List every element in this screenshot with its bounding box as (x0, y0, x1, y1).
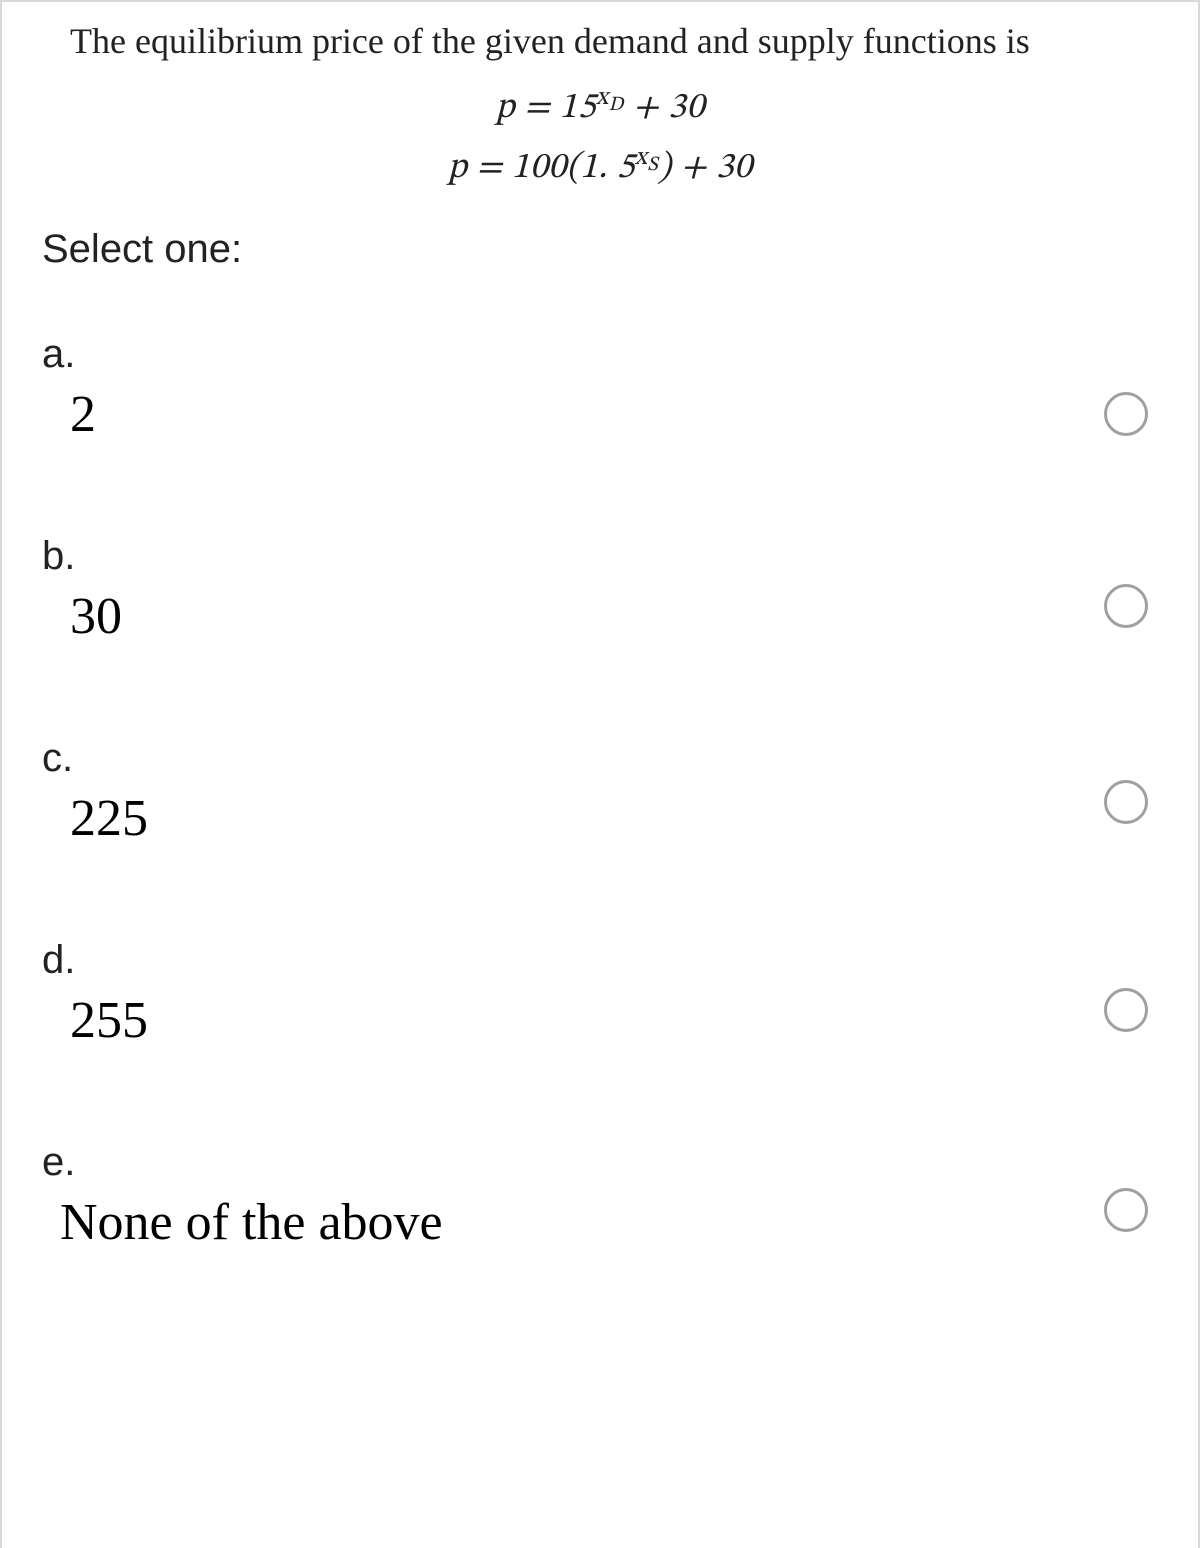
equations-block: p = 15xD + 30 p = 100(1. 5xS) + 30 (42, 78, 1158, 197)
option-letter: d. (42, 938, 1158, 983)
option-letter: e. (42, 1140, 1158, 1185)
option-letter: b. (42, 534, 1158, 579)
option-value: None of the above (60, 1193, 1158, 1252)
equation-demand: p = 15xD + 30 (42, 78, 1158, 138)
radio-icon[interactable] (1104, 1188, 1148, 1232)
question-card: The equilibrium price of the given deman… (0, 0, 1200, 1548)
option-value: 30 (70, 587, 1158, 646)
option-c[interactable]: c. 225 (42, 736, 1158, 848)
radio-icon[interactable] (1104, 780, 1148, 824)
radio-icon[interactable] (1104, 392, 1148, 436)
option-letter: a. (42, 332, 1158, 377)
equation-supply: p = 100(1. 5xS) + 30 (42, 138, 1158, 198)
radio-icon[interactable] (1104, 584, 1148, 628)
radio-icon[interactable] (1104, 988, 1148, 1032)
option-a[interactable]: a. 2 (42, 332, 1158, 444)
option-letter: c. (42, 736, 1158, 781)
option-b[interactable]: b. 30 (42, 534, 1158, 646)
option-value: 255 (70, 991, 1158, 1050)
question-stem: The equilibrium price of the given deman… (70, 20, 1158, 62)
option-value: 225 (70, 789, 1158, 848)
option-e[interactable]: e. None of the above (42, 1140, 1158, 1252)
option-d[interactable]: d. 255 (42, 938, 1158, 1050)
option-value: 2 (70, 385, 1158, 444)
select-one-prompt: Select one: (42, 227, 1158, 272)
options-list: a. 2 b. 30 c. 225 d. 255 e. None of the … (42, 332, 1158, 1252)
